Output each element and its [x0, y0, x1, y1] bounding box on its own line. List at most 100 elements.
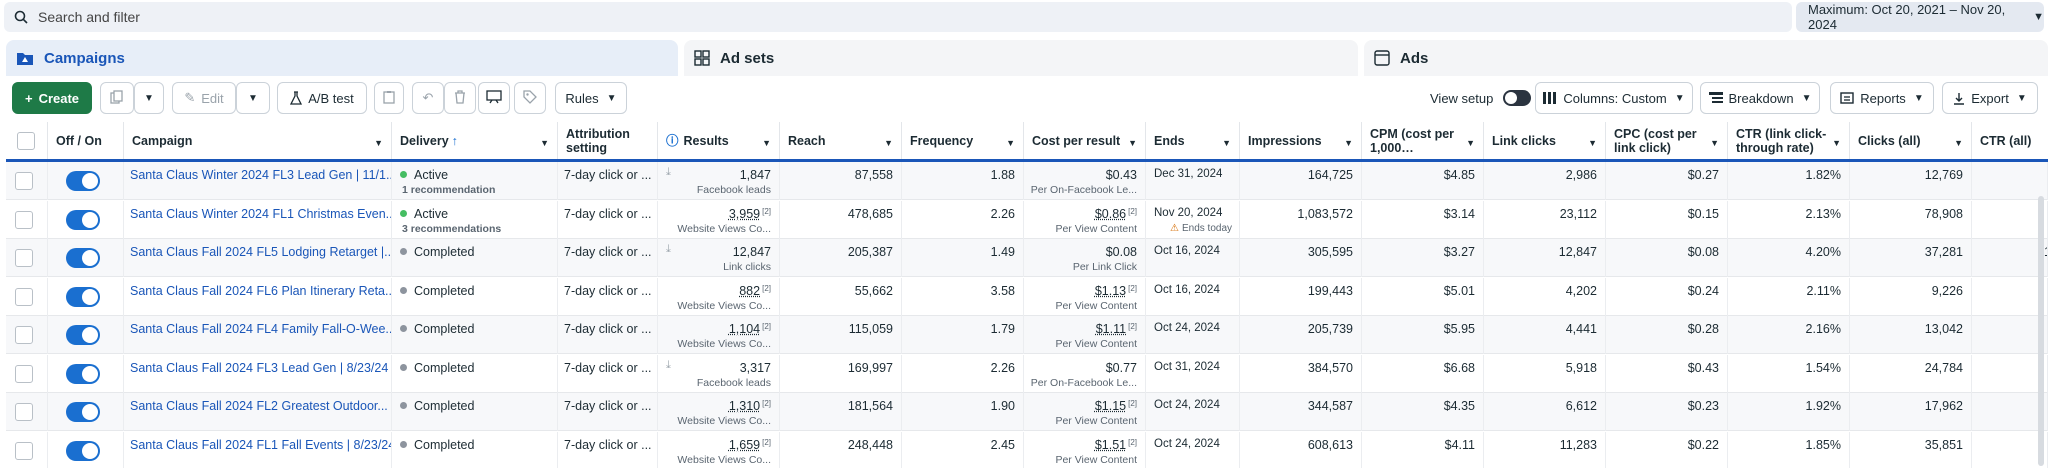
preview-button[interactable]: [478, 82, 510, 114]
chevron-down-icon: ▼: [1222, 136, 1231, 150]
row-checkbox[interactable]: [15, 288, 33, 306]
row-checkbox[interactable]: [15, 326, 33, 344]
column-header[interactable]: Cost per result ▼: [1024, 122, 1146, 159]
row-checkbox[interactable]: [15, 442, 33, 460]
table-cell-frequency: 1.88: [902, 162, 1024, 200]
table-row[interactable]: Santa Claus Fall 2024 FL5 Lodging Retarg…: [6, 239, 2048, 277]
table-row[interactable]: Santa Claus Winter 2024 FL1 Christmas Ev…: [6, 201, 2048, 239]
campaign-name-link[interactable]: Santa Claus Fall 2024 FL1 Fall Events | …: [130, 438, 392, 452]
cpr-value: $0.08: [1106, 245, 1137, 259]
edit-button[interactable]: ✎ Edit: [172, 82, 236, 114]
search-input[interactable]: [38, 9, 638, 25]
campaign-toggle[interactable]: [66, 287, 100, 307]
vertical-scrollbar[interactable]: [2038, 196, 2044, 466]
link-clicks-value: 2,986: [1566, 168, 1597, 182]
campaign-name-link[interactable]: Santa Claus Fall 2024 FL5 Lodging Retarg…: [130, 245, 392, 259]
campaign-name-link[interactable]: Santa Claus Winter 2024 FL1 Christmas Ev…: [130, 207, 392, 221]
table-row[interactable]: Santa Claus Fall 2024 FL4 Family Fall-O-…: [6, 316, 2048, 354]
search-bar[interactable]: [4, 2, 1792, 32]
column-header[interactable]: Impressions ▼: [1240, 122, 1362, 159]
cpc-value: $0.22: [1688, 438, 1719, 452]
cpr-value-text: $0.08: [1106, 245, 1137, 259]
campaign-toggle[interactable]: [66, 441, 100, 461]
duplicate-button[interactable]: [100, 82, 134, 114]
column-header[interactable]: Campaign ▼: [124, 122, 392, 159]
table-cell-campaign: Santa Claus Fall 2024 FL4 Family Fall-O-…: [124, 316, 392, 354]
column-header[interactable]: Delivery ↑ ▼: [392, 122, 558, 159]
view-setup-switch[interactable]: [1503, 90, 1531, 106]
delete-button[interactable]: [444, 82, 476, 114]
campaign-name-link[interactable]: Santa Claus Winter 2024 FL3 Lead Gen | 1…: [130, 168, 392, 182]
campaign-toggle[interactable]: [66, 364, 100, 384]
column-header[interactable]: Clicks (all) ▼: [1850, 122, 1972, 159]
create-button[interactable]: + Create: [12, 82, 92, 114]
edit-dropdown-button[interactable]: ▼: [236, 82, 270, 114]
breakdown-button[interactable]: Breakdown ▼: [1700, 82, 1820, 114]
tab-campaigns[interactable]: Campaigns: [6, 40, 678, 76]
table-cell-attribution: 7-day click or ...: [558, 278, 658, 316]
recommendations-link[interactable]: 1 recommendation: [402, 184, 495, 196]
date-range-picker[interactable]: Maximum: Oct 20, 2021 – Nov 20, 2024 ▼: [1796, 2, 2044, 32]
table-cell-campaign: Santa Claus Fall 2024 FL2 Greatest Outdo…: [124, 393, 392, 431]
view-setup-toggle[interactable]: View setup: [1430, 82, 1531, 114]
table-cell-chk: [6, 278, 48, 316]
row-checkbox[interactable]: [15, 172, 33, 190]
table-cell-cpm: $6.68: [1362, 355, 1484, 393]
row-checkbox[interactable]: [15, 403, 33, 421]
column-header[interactable]: CPC (cost per link click) ▼: [1606, 122, 1728, 159]
campaign-toggle[interactable]: [66, 402, 100, 422]
clipboard-button[interactable]: [374, 82, 404, 114]
column-header[interactable]: CTR (all): [1972, 122, 2048, 159]
results-value: 1,310 [2]: [729, 399, 771, 413]
column-header[interactable]: ⓘ Results ▼: [658, 122, 780, 159]
campaign-name-link[interactable]: Santa Claus Fall 2024 FL2 Greatest Outdo…: [130, 399, 388, 413]
column-header[interactable]: Frequency ▼: [902, 122, 1024, 159]
column-header[interactable]: Ends ▼: [1146, 122, 1240, 159]
duplicate-dropdown-button[interactable]: ▼: [134, 82, 164, 114]
link-clicks-value: 4,202: [1566, 284, 1597, 298]
row-checkbox[interactable]: [15, 365, 33, 383]
table-row[interactable]: Santa Claus Fall 2024 FL3 Lead Gen | 8/2…: [6, 355, 2048, 393]
table-row[interactable]: Santa Claus Winter 2024 FL3 Lead Gen | 1…: [6, 162, 2048, 200]
table-row[interactable]: Santa Claus Fall 2024 FL2 Greatest Outdo…: [6, 393, 2048, 431]
ab-test-button[interactable]: A/B test: [277, 82, 367, 114]
warning-icon: ⚠: [1170, 223, 1179, 234]
footnote-marker: [2]: [762, 322, 771, 331]
table-cell-link-clicks: 4,202: [1484, 278, 1606, 316]
campaign-toggle[interactable]: [66, 210, 100, 230]
campaign-toggle[interactable]: [66, 171, 100, 191]
tag-button[interactable]: [514, 82, 546, 114]
row-checkbox[interactable]: [15, 249, 33, 267]
column-header[interactable]: CTR (link click-through rate) ▼: [1728, 122, 1850, 159]
campaign-toggle[interactable]: [66, 248, 100, 268]
table-cell-reach: 205,387: [780, 239, 902, 277]
table-row[interactable]: Santa Claus Fall 2024 FL6 Plan Itinerary…: [6, 278, 2048, 316]
campaign-name-link[interactable]: Santa Claus Fall 2024 FL3 Lead Gen | 8/2…: [130, 361, 388, 375]
tab-ad-sets[interactable]: Ad sets: [684, 40, 1358, 76]
campaign-name-link[interactable]: Santa Claus Fall 2024 FL4 Family Fall-O-…: [130, 322, 392, 336]
row-checkbox[interactable]: [15, 211, 33, 229]
reports-button[interactable]: Reports ▼: [1830, 82, 1934, 114]
undo-button[interactable]: ↶: [412, 82, 444, 114]
footnote-marker: [2]: [762, 207, 771, 216]
campaign-toggle[interactable]: [66, 325, 100, 345]
chevron-down-icon: ▼: [1128, 136, 1137, 150]
campaign-name-link[interactable]: Santa Claus Fall 2024 FL6 Plan Itinerary…: [130, 284, 392, 298]
select-all-checkbox[interactable]: [17, 132, 35, 150]
column-header[interactable]: Attribution setting: [558, 122, 658, 159]
undo-icon: ↶: [423, 90, 434, 106]
column-header[interactable]: Reach ▼: [780, 122, 902, 159]
column-header[interactable]: Link clicks ▼: [1484, 122, 1606, 159]
recommendations-link[interactable]: 3 recommendations: [402, 223, 501, 235]
footnote-marker: [2]: [1128, 438, 1137, 447]
table-row[interactable]: Santa Claus Fall 2024 FL1 Fall Events | …: [6, 432, 2048, 468]
export-button[interactable]: Export ▼: [1942, 82, 2038, 114]
table-cell-ctr-all: [1972, 393, 2048, 431]
columns-button[interactable]: Columns: Custom ▼: [1535, 82, 1693, 114]
column-header[interactable]: CPM (cost per 1,000… ▼: [1362, 122, 1484, 159]
rules-button[interactable]: Rules ▼: [555, 82, 627, 114]
attribution-setting: 7-day click or ...: [564, 361, 652, 375]
tab-ads[interactable]: Ads: [1364, 40, 2048, 76]
reach-value: 478,685: [848, 207, 893, 221]
column-header[interactable]: Off / On: [48, 122, 124, 159]
